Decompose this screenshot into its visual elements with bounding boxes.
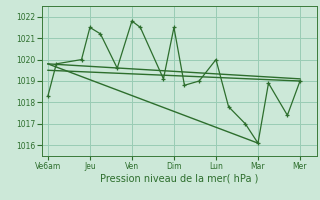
X-axis label: Pression niveau de la mer( hPa ): Pression niveau de la mer( hPa ) xyxy=(100,173,258,183)
